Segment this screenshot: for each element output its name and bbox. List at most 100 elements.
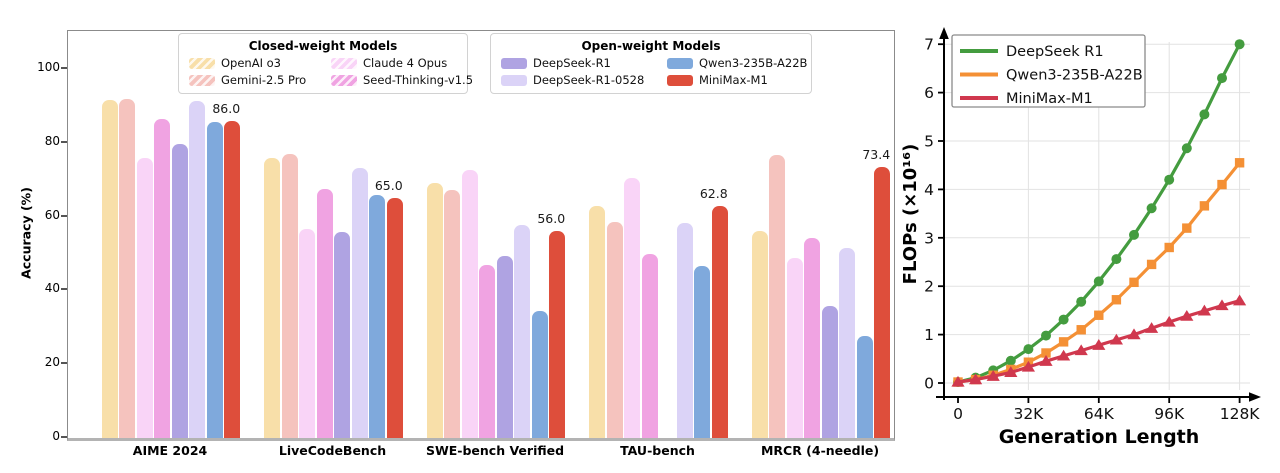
marker-triangle: [1039, 355, 1053, 366]
bar-deepseek-r1-0528-swe-bench-verified: [514, 225, 531, 438]
y-tick-label-5: 5: [924, 133, 934, 151]
bar-openai-o3-mrcr-4-needle: [751, 231, 768, 438]
bar-deepseek-r1-aime-2024: [171, 143, 188, 438]
legend-entry-claude-4-opus: Claude 4 Opus: [331, 56, 473, 70]
legend-swatch-gemini-2-5-pro: [189, 74, 215, 86]
bar-ytick-80: 80: [44, 133, 60, 148]
bar-ytick-mark: [61, 288, 67, 291]
x-tick-label-0: 0: [953, 405, 963, 423]
bar-gemini-2-5-pro-swe-bench-verified: [444, 190, 461, 438]
marker-circle: [1076, 296, 1087, 307]
marker-triangle: [1197, 304, 1211, 316]
bar-seed-thinking-v1-5-tau-bench: [641, 253, 658, 438]
bar-ytick-60: 60: [44, 207, 60, 222]
y-axis-arrow-icon: [939, 27, 949, 39]
marker-square: [1129, 277, 1139, 288]
bar-minimax-m1-tau-bench: [711, 206, 728, 438]
marker-triangle: [1215, 299, 1229, 311]
marker-triangle: [1021, 360, 1035, 372]
legend-swatch-claude-4-opus: [331, 57, 357, 69]
marker-square: [1041, 348, 1051, 358]
marker-circle: [1111, 254, 1122, 265]
y-tick-label-4: 4: [924, 181, 934, 199]
legend-swatch-minimax-m1: [667, 74, 693, 86]
marker-square: [1111, 295, 1122, 305]
bar-category-aime-2024: AIME 2024: [132, 443, 208, 458]
bar-gemini-2-5-pro-tau-bench: [606, 222, 623, 438]
bar-deepseek-r1-swe-bench-verified: [496, 256, 513, 438]
marker-square: [1217, 179, 1227, 190]
bar-openai-o3-aime-2024: [101, 100, 118, 438]
line-legend-label-deepseek-r1: DeepSeek R1: [1006, 44, 1104, 60]
bar-seed-thinking-v1-5-swe-bench-verified: [479, 264, 496, 438]
marker-triangle: [1109, 333, 1123, 345]
y-tick-label-0: 0: [924, 375, 934, 393]
bar-seed-thinking-v1-5-aime-2024: [154, 118, 171, 438]
bar-deepseek-r1-0528-aime-2024: [189, 100, 206, 438]
bar-qwen3-235b-a22b-aime-2024: [206, 121, 223, 438]
bar-category-swe-bench-verified: SWE-bench Verified: [425, 443, 565, 458]
legend-entries-closed: OpenAI o3 Claude 4 Opus Gemini-2.5 Pro Seed…: [189, 56, 473, 87]
bar-minimax-m1-aime-2024: [224, 120, 241, 438]
bar-gemini-2-5-pro-livecodebench: [281, 153, 298, 438]
marker-square: [1182, 223, 1192, 233]
x-tick-label-32k: 32K: [1013, 405, 1044, 423]
legend-label: Claude 4 Opus: [363, 56, 448, 70]
marker-circle: [1058, 314, 1069, 325]
marker-circle: [1093, 276, 1104, 287]
legend-swatch-deepseek-r1-0528: [501, 74, 527, 86]
legend-swatch-deepseek-r1: [501, 57, 527, 69]
bar-value-label-swe-bench-verified: 56.0: [537, 211, 566, 227]
bar-ytick-mark: [61, 214, 67, 217]
legend-swatch-openai-o3: [189, 57, 215, 69]
bar-y-axis-title: Accuracy (%): [18, 187, 34, 279]
marker-square: [1058, 337, 1069, 347]
line-x-axis-title: Generation Length: [999, 426, 1200, 448]
legend-open-weight-models: Open-weight Models DeepSeek-R1 Qwen3-235B…: [490, 33, 812, 94]
bar-claude-4-opus-tau-bench: [624, 177, 641, 438]
marker-triangle: [1180, 310, 1194, 321]
legend-entry-deepseek-r1-0528: DeepSeek-R1-0528: [501, 73, 651, 87]
marker-triangle: [1127, 328, 1141, 340]
marker-square: [1164, 242, 1174, 253]
bar-value-label-aime-2024: 86.0: [212, 100, 241, 116]
marker-triangle: [986, 370, 1000, 381]
marker-triangle: [1057, 349, 1071, 361]
legend-entry-seed-thinking-v1-5: Seed-Thinking-v1.5: [331, 73, 473, 87]
marker-circle: [1129, 229, 1139, 240]
bar-ytick-mark: [61, 67, 67, 69]
bar-ytick-mark: [61, 362, 67, 365]
legend-entry-minimax-m1: MiniMax-M1: [667, 73, 807, 87]
bar-plot-area: Closed-weight Models OpenAI o3 Claude 4 O…: [67, 30, 895, 441]
marker-circle: [1041, 330, 1051, 341]
y-tick-label-2: 2: [924, 278, 934, 296]
marker-triangle: [951, 375, 965, 387]
bar-claude-4-opus-swe-bench-verified: [461, 170, 478, 438]
legend-swatch-qwen3-235b-a22b: [667, 57, 693, 69]
marker-triangle: [1233, 294, 1247, 306]
bar-claude-4-opus-mrcr-4-needle: [786, 257, 803, 438]
line-y-axis-title: FLOPs (×10¹⁶): [900, 144, 921, 285]
marker-triangle: [1162, 315, 1176, 327]
legend-title-closed: Closed-weight Models: [248, 39, 398, 53]
marker-square: [1146, 259, 1157, 270]
marker-circle: [1217, 73, 1227, 84]
marker-triangle: [1074, 344, 1088, 356]
bar-deepseek-r1-0528-livecodebench: [351, 168, 368, 438]
marker-triangle: [1004, 366, 1018, 377]
bar-category-mrcr-4-needle: MRCR (4-needle): [760, 443, 880, 458]
marker-square: [1234, 158, 1245, 168]
marker-triangle: [1145, 322, 1159, 333]
bar-value-label-livecodebench: 65.0: [374, 178, 403, 194]
bar-minimax-m1-livecodebench: [386, 198, 403, 438]
flops-line-chart: 0 32K 64K 96K 128K 0 1 2 3 4 5 6 7 Generation Length F…: [900, 0, 1280, 473]
legend-entry-gemini-2-5-pro: Gemini-2.5 Pro: [189, 73, 315, 87]
marker-circle: [1005, 355, 1016, 366]
bar-deepseek-r1-mrcr-4-needle: [821, 305, 838, 438]
marker-square: [1094, 310, 1104, 320]
bar-gemini-2-5-pro-aime-2024: [119, 98, 136, 438]
y-tick-label-7: 7: [924, 36, 934, 54]
bar-openai-o3-swe-bench-verified: [426, 183, 443, 438]
legend-label: OpenAI o3: [221, 56, 281, 70]
